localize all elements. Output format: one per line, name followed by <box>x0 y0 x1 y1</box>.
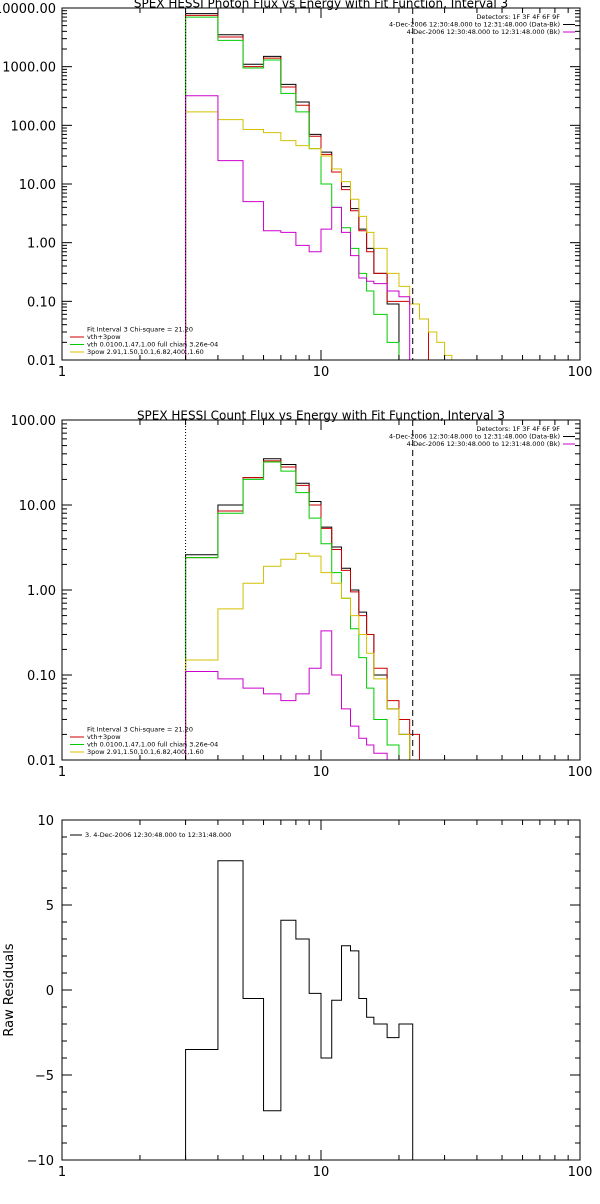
y-tick-label: 0.01 <box>27 754 56 769</box>
legend-entry: Detectors: 1F 3F 4F 6F 9F <box>476 425 560 433</box>
legend-entry: 3pow 2.91,1.50,10.1,6.82,400.,1.60 <box>87 348 204 356</box>
chart-title: SPEX HESSI Photon Flux vs Energy with Fi… <box>134 0 508 11</box>
x-tick-label: 100 <box>568 765 593 780</box>
legend-entry: 3. 4-Dec-2006 12:30:48.000 to 12:31:48.0… <box>85 831 231 839</box>
legend-entry: 3pow 2.91,1.50,10.1,6.82,400.,1.60 <box>87 748 204 756</box>
x-tick-label: 10 <box>313 765 330 780</box>
legend-entry: vth+3pow <box>87 733 121 741</box>
y-tick-label: −10 <box>27 1154 54 1169</box>
series-data <box>185 13 400 360</box>
legend-entry: 4-Dec-2006 12:30:48.000 to 12:31:48.000 … <box>389 433 560 441</box>
legend-entry: 4-Dec-2006 12:30:48.000 to 12:31:48.000 … <box>407 440 560 448</box>
legend-entry: vth+3pow <box>87 333 121 341</box>
x-tick-label: 10 <box>313 1165 330 1180</box>
series-model <box>185 460 429 760</box>
plot-area <box>185 458 429 760</box>
y-tick-label: −5 <box>35 1069 54 1084</box>
y-tick-label: 0 <box>46 984 54 999</box>
series-model <box>185 14 429 360</box>
y-axis-label: Raw Residuals <box>2 943 17 1036</box>
series-thermal <box>185 16 410 360</box>
series-power <box>185 111 459 360</box>
legend-entry: Detectors: 1F 3F 4F 6F 9F <box>476 13 560 21</box>
y-tick-label: 0.10 <box>27 669 56 684</box>
y-tick-label: 1.00 <box>27 237 56 252</box>
chart-panel-2: 1 10 100 100.00 10.00 1.00 0.10 0.01 SPEX HESSI … <box>11 409 593 781</box>
y-tick-label: 5 <box>46 899 54 914</box>
y-tick-label: 10000.00 <box>0 2 56 17</box>
plot-area <box>185 860 414 1160</box>
y-tick-label: 0.01 <box>27 354 56 369</box>
x-tick-label: 10 <box>313 365 330 380</box>
plot-frame <box>61 819 581 1161</box>
chart-panel-3: 1 10 100 10 5 0 −5 −10 Raw Residuals 3. 4-Dec-200… <box>2 814 592 1180</box>
y-tick-label: 100.00 <box>11 119 57 134</box>
series-thermal <box>185 461 410 760</box>
x-tick-label: 1 <box>58 365 66 380</box>
y-tick-label: 10 <box>37 814 54 829</box>
series-residuals <box>185 860 414 1160</box>
series-power <box>185 552 429 760</box>
y-tick-label: 1000.00 <box>2 61 56 76</box>
series-data <box>185 458 411 760</box>
y-tick-label: 0.10 <box>27 295 56 310</box>
x-tick-label: 1 <box>58 765 66 780</box>
y-tick-label: 100.00 <box>11 414 57 429</box>
y-tick-label: 10.00 <box>19 499 56 514</box>
series-background <box>185 95 411 360</box>
y-tick-label: 1.00 <box>27 584 56 599</box>
plot-area <box>185 13 459 360</box>
plot-frame <box>61 419 581 761</box>
legend-entry: 4-Dec-2006 12:30:48.000 to 12:31:48.000 … <box>389 21 560 29</box>
series-background <box>185 630 410 760</box>
x-tick-label: 1 <box>58 1165 66 1180</box>
x-tick-label: 100 <box>568 365 593 380</box>
y-tick-label: 10.00 <box>19 178 56 193</box>
legend-entry: Fit Interval 3 Chi-square = 21.20 <box>87 326 193 334</box>
legend-entry: vth 0.0100,1.47,1.00 full chian 3.26e-04 <box>87 741 218 749</box>
x-tick-label: 100 <box>568 1165 593 1180</box>
legend-entry: Fit Interval 3 Chi-square = 21.20 <box>87 726 193 734</box>
chart-title: SPEX HESSI Count Flux vs Energy with Fit… <box>137 409 505 423</box>
legend-entry: 4-Dec-2006 12:30:48.000 to 12:31:48.000 … <box>407 28 560 36</box>
chart-panel-1: 1 10 100 10000.00 1000.00 100.00 10.00 1.00 0.10… <box>0 0 592 380</box>
legend-entry: vth 0.0100,1.47,1.00 full chian 3.26e-04 <box>87 341 218 349</box>
